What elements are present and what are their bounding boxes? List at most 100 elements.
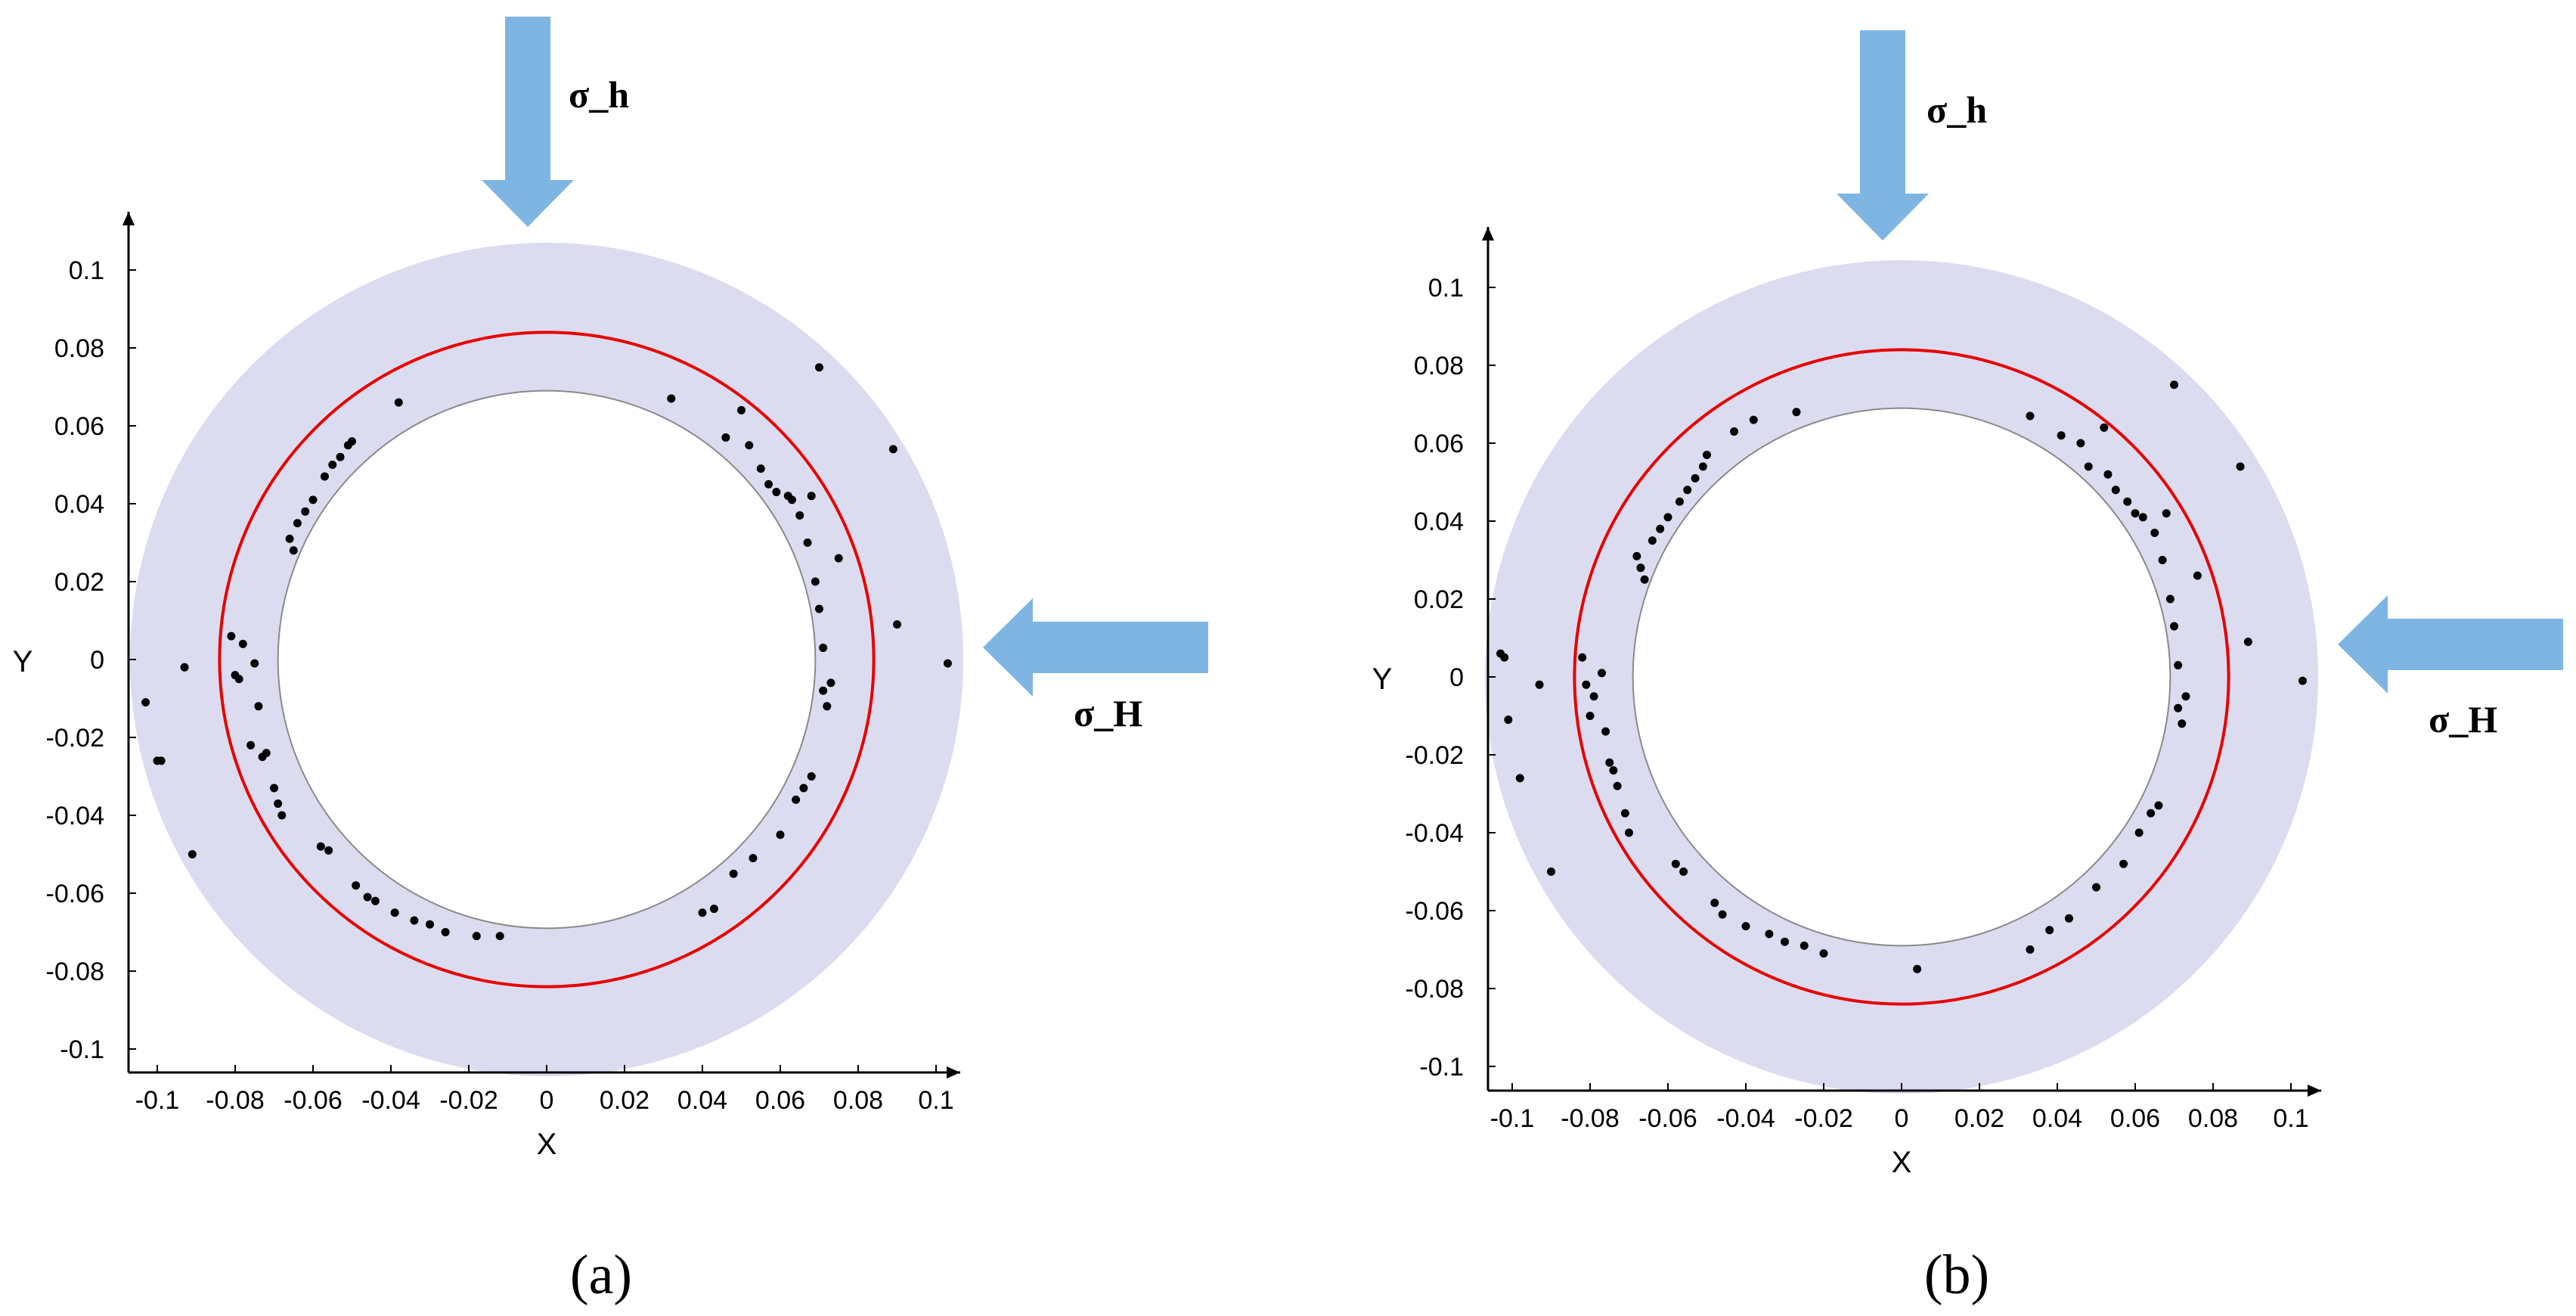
data-point bbox=[667, 394, 676, 403]
data-point bbox=[1620, 809, 1629, 818]
data-point bbox=[180, 663, 189, 672]
data-point bbox=[1792, 408, 1801, 417]
x-tick-label: 0.08 bbox=[833, 1086, 883, 1115]
panel-b: -0.1 -0.08 -0.06 -0.04 -0.02 0 0.02 0.04 0.06 0.0… bbox=[1372, 30, 2563, 1306]
x-tick-label: 0.1 bbox=[918, 1086, 953, 1115]
data-point bbox=[157, 756, 166, 765]
x-tick-label: 0.1 bbox=[2273, 1104, 2308, 1133]
y-tick-label: 0.04 bbox=[54, 490, 104, 519]
data-point bbox=[1625, 828, 1633, 837]
x-tick-label: -0.02 bbox=[439, 1086, 498, 1115]
data-point bbox=[1671, 859, 1680, 868]
x-tick-label: 0.06 bbox=[2110, 1104, 2160, 1133]
data-point bbox=[2123, 497, 2132, 506]
data-point bbox=[943, 659, 952, 668]
data-point bbox=[2165, 594, 2175, 604]
data-point bbox=[2298, 676, 2307, 685]
sigma-h-label: σ_h bbox=[569, 73, 629, 116]
data-point bbox=[250, 659, 259, 668]
data-point bbox=[2100, 423, 2109, 432]
data-point bbox=[2170, 622, 2178, 631]
data-point bbox=[2193, 571, 2202, 580]
data-point bbox=[764, 480, 773, 489]
sigma-H-arrow bbox=[983, 598, 1208, 697]
y-tick-label: 0.08 bbox=[1414, 352, 1464, 380]
data-point bbox=[2057, 431, 2066, 440]
data-point bbox=[826, 678, 835, 687]
data-point bbox=[254, 702, 263, 711]
data-point bbox=[426, 920, 434, 929]
x-tick-label: -0.04 bbox=[1716, 1104, 1775, 1133]
data-point bbox=[729, 869, 738, 878]
data-point bbox=[2138, 513, 2147, 522]
x-tick-label: 0.04 bbox=[2032, 1104, 2082, 1133]
data-point bbox=[721, 433, 730, 442]
sigma-h-label: σ_h bbox=[1927, 88, 1987, 131]
data-point bbox=[815, 604, 823, 613]
data-point bbox=[1663, 513, 1672, 522]
data-point bbox=[1656, 524, 1665, 533]
data-point bbox=[834, 554, 843, 563]
y-tick-label: 0 bbox=[1449, 663, 1464, 692]
data-point bbox=[285, 534, 294, 543]
y-tick-label: -0.06 bbox=[46, 880, 105, 908]
data-point bbox=[893, 620, 901, 629]
data-point bbox=[815, 363, 823, 372]
sigma-H-arrow bbox=[2338, 595, 2563, 694]
y-tick-label: 0.06 bbox=[1414, 430, 1464, 458]
y-tick-label: 0.02 bbox=[1414, 585, 1464, 614]
data-point bbox=[799, 784, 808, 793]
data-point bbox=[2134, 828, 2144, 837]
data-point bbox=[336, 452, 345, 461]
data-point bbox=[1500, 653, 1509, 662]
data-point bbox=[1547, 868, 1555, 876]
y-axis-arrowhead bbox=[122, 212, 135, 225]
data-point bbox=[803, 539, 812, 547]
x-axis-label: X bbox=[1892, 1146, 1912, 1179]
y-tick-label: -0.06 bbox=[1406, 897, 1465, 926]
data-point bbox=[2084, 462, 2093, 471]
data-point bbox=[756, 464, 765, 473]
x-tick-label: -0.08 bbox=[206, 1086, 265, 1115]
data-point bbox=[1589, 692, 1598, 701]
data-point bbox=[888, 445, 897, 454]
data-point bbox=[1730, 427, 1739, 436]
y-tick-label: 0.1 bbox=[1428, 274, 1464, 303]
data-point bbox=[301, 507, 310, 516]
y-tick-label: -0.04 bbox=[46, 802, 105, 830]
data-point bbox=[234, 675, 243, 684]
data-point bbox=[2026, 945, 2035, 954]
data-point bbox=[1741, 922, 1750, 931]
x-tick-label: 0 bbox=[540, 1086, 554, 1115]
data-point bbox=[1535, 680, 1544, 689]
data-point bbox=[1582, 680, 1591, 689]
x-tick-label: 0 bbox=[1895, 1104, 1909, 1133]
data-point bbox=[352, 881, 361, 890]
data-point bbox=[709, 905, 718, 914]
x-tick-label: 0.08 bbox=[2188, 1104, 2238, 1133]
data-point bbox=[1609, 766, 1618, 775]
data-point bbox=[141, 698, 150, 707]
y-tick-label: 0.04 bbox=[1414, 507, 1464, 536]
data-point bbox=[1648, 536, 1657, 545]
data-point bbox=[698, 908, 707, 917]
data-point bbox=[776, 830, 785, 840]
data-point bbox=[1765, 930, 1774, 939]
data-point bbox=[2045, 926, 2054, 935]
data-point bbox=[795, 511, 804, 520]
data-point bbox=[324, 846, 333, 855]
y-axis-label: Y bbox=[1372, 663, 1393, 696]
data-point bbox=[328, 461, 337, 469]
data-point bbox=[1749, 415, 1758, 424]
borehole bbox=[277, 390, 817, 930]
panel-caption: (b) bbox=[1924, 1244, 1989, 1306]
data-point bbox=[1632, 551, 1641, 560]
data-point bbox=[1601, 727, 1610, 736]
data-point bbox=[1819, 949, 1828, 958]
data-point bbox=[1703, 450, 1711, 459]
panel-caption: (a) bbox=[570, 1244, 632, 1306]
x-tick-label: -0.06 bbox=[284, 1086, 343, 1115]
y-tick-label: 0.1 bbox=[69, 256, 104, 285]
data-point bbox=[1683, 486, 1692, 495]
data-point bbox=[289, 546, 298, 555]
